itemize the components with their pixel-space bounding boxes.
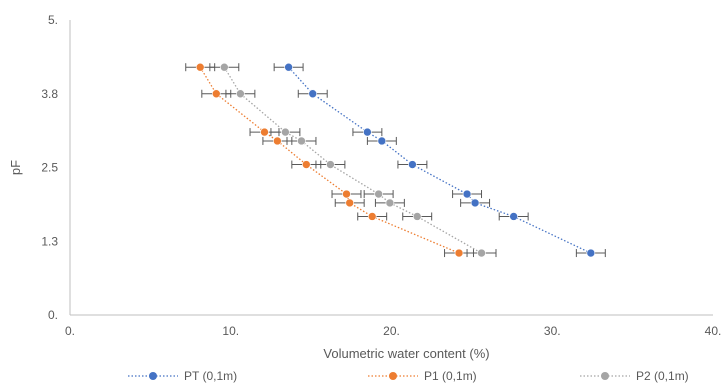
error-bars — [185, 63, 606, 258]
data-point — [342, 189, 351, 199]
data-point — [220, 62, 229, 72]
data-point — [367, 212, 377, 221]
legend-entry: P1 (0,1m) — [368, 369, 477, 383]
y-tick-label: 5. — [48, 13, 58, 27]
data-point — [211, 89, 221, 99]
data-point — [408, 160, 417, 169]
legend-label: PT (0,1m) — [184, 369, 237, 383]
data-point — [586, 248, 596, 258]
tick-labels: 0. 10. 20. 30. 40. 0. 1.3 2.5 3.8 5. — [41, 13, 721, 338]
x-tick-label: 40. — [705, 324, 722, 338]
legend-label: P2 (0,1m) — [636, 369, 689, 383]
series-line — [223, 66, 482, 254]
data-point — [412, 212, 422, 221]
legend-label: P1 (0,1m) — [424, 369, 477, 383]
y-tick-label: 2.5 — [41, 161, 58, 175]
data-point — [363, 127, 372, 137]
x-axis-title: Volumetric water content (%) — [323, 346, 489, 361]
legend: PT (0,1m) P1 (0,1m) P2 (0,1m) — [128, 369, 689, 383]
series-lines — [199, 66, 592, 254]
legend-entry: PT (0,1m) — [128, 369, 237, 383]
data-point — [374, 189, 383, 199]
x-tick-label: 10. — [222, 324, 239, 338]
data-point — [260, 127, 269, 137]
y-tick-label: 0. — [48, 308, 58, 322]
data-point — [462, 189, 472, 199]
data-point — [345, 198, 355, 208]
y-tick-label: 1.3 — [41, 234, 58, 248]
data-point — [281, 127, 290, 137]
x-tick-label: 20. — [383, 324, 400, 338]
data-point — [509, 212, 518, 221]
data-point — [308, 89, 318, 99]
y-axis-title: pF — [8, 160, 23, 175]
data-point — [195, 62, 205, 72]
data-point — [377, 136, 387, 146]
data-point — [236, 89, 245, 99]
legend-marker — [601, 372, 609, 380]
data-point — [302, 160, 311, 169]
data-point — [385, 198, 395, 208]
legend-entry: P2 (0,1m) — [580, 369, 689, 383]
data-point — [284, 62, 293, 72]
data-point — [326, 160, 335, 169]
axes — [69, 20, 713, 316]
data-point — [273, 136, 282, 146]
x-tick-label: 30. — [544, 324, 561, 338]
legend-marker — [149, 372, 157, 380]
legend-marker — [389, 372, 397, 380]
y-tick-label: 3.8 — [41, 87, 58, 101]
data-point — [470, 198, 480, 208]
data-point — [454, 248, 464, 258]
data-point — [297, 136, 306, 146]
series-line — [288, 66, 592, 254]
data-points — [195, 62, 596, 258]
x-tick-label: 0. — [65, 324, 75, 338]
data-point — [477, 248, 486, 258]
